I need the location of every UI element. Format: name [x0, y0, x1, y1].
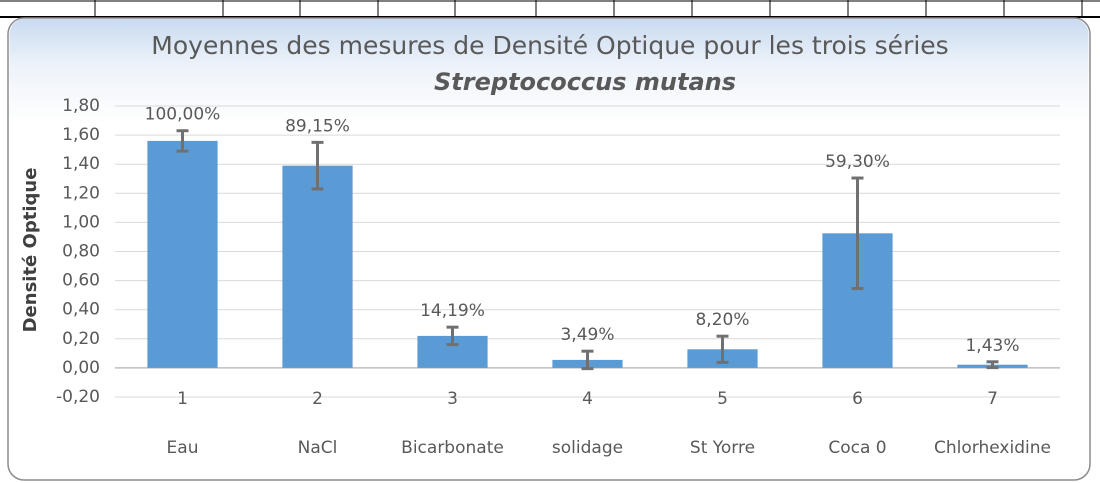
category-name: Bicarbonate — [401, 438, 504, 458]
category-name: solidage — [552, 438, 623, 458]
sheet-cells — [0, 0, 1100, 18]
data-label: 59,30% — [825, 152, 890, 172]
category-name: NaCl — [298, 438, 338, 458]
data-label: 3,49% — [560, 325, 614, 345]
y-axis-title: Densité Optique — [20, 168, 41, 333]
y-tick-label: 0,00 — [62, 358, 100, 378]
y-tick-label: 1,20 — [62, 183, 100, 203]
y-tick-label: 0,20 — [62, 329, 100, 349]
category-name: Coca 0 — [828, 438, 886, 458]
category-name: St Yorre — [690, 438, 755, 458]
x-tick-label: 5 — [717, 389, 728, 409]
category-name: Chlorhexidine — [934, 438, 1051, 458]
x-tick-label: 3 — [447, 389, 458, 409]
chart-frame — [7, 17, 1091, 481]
y-tick-label: 0,80 — [62, 242, 100, 262]
y-tick-label: 0,40 — [62, 300, 100, 320]
x-tick-label: 6 — [852, 389, 863, 409]
y-tick-label: 1,80 — [62, 96, 100, 116]
bar — [282, 165, 353, 368]
y-tick-label: 0,60 — [62, 271, 100, 291]
y-tick-label: 1,00 — [62, 212, 100, 232]
data-label: 8,20% — [695, 310, 749, 330]
bar — [147, 140, 218, 368]
x-tick-label: 1 — [177, 389, 188, 409]
x-tick-label: 4 — [582, 389, 593, 409]
error-bar — [851, 176, 864, 291]
y-tick-label: -0,20 — [56, 387, 100, 407]
y-tick-label: 1,40 — [62, 154, 100, 174]
category-name: Eau — [167, 438, 199, 458]
data-label: 100,00% — [145, 105, 221, 125]
chart-header — [9, 19, 1089, 124]
data-label: 89,15% — [285, 116, 350, 136]
x-tick-label: 7 — [987, 389, 998, 409]
x-tick-label: 2 — [312, 389, 323, 409]
chart-title: Moyennes des mesures de Densité Optique … — [151, 31, 948, 60]
data-label: 1,43% — [965, 336, 1019, 356]
error-bar — [581, 349, 594, 371]
data-label: 14,19% — [420, 301, 485, 321]
error-bar — [311, 140, 324, 191]
error-bar — [986, 360, 999, 370]
y-tick-label: 1,60 — [62, 125, 100, 145]
error-bar — [176, 129, 189, 153]
error-bar — [716, 334, 729, 364]
chart-subtitle: Streptococcus mutans — [434, 68, 736, 96]
error-bar — [446, 325, 459, 347]
